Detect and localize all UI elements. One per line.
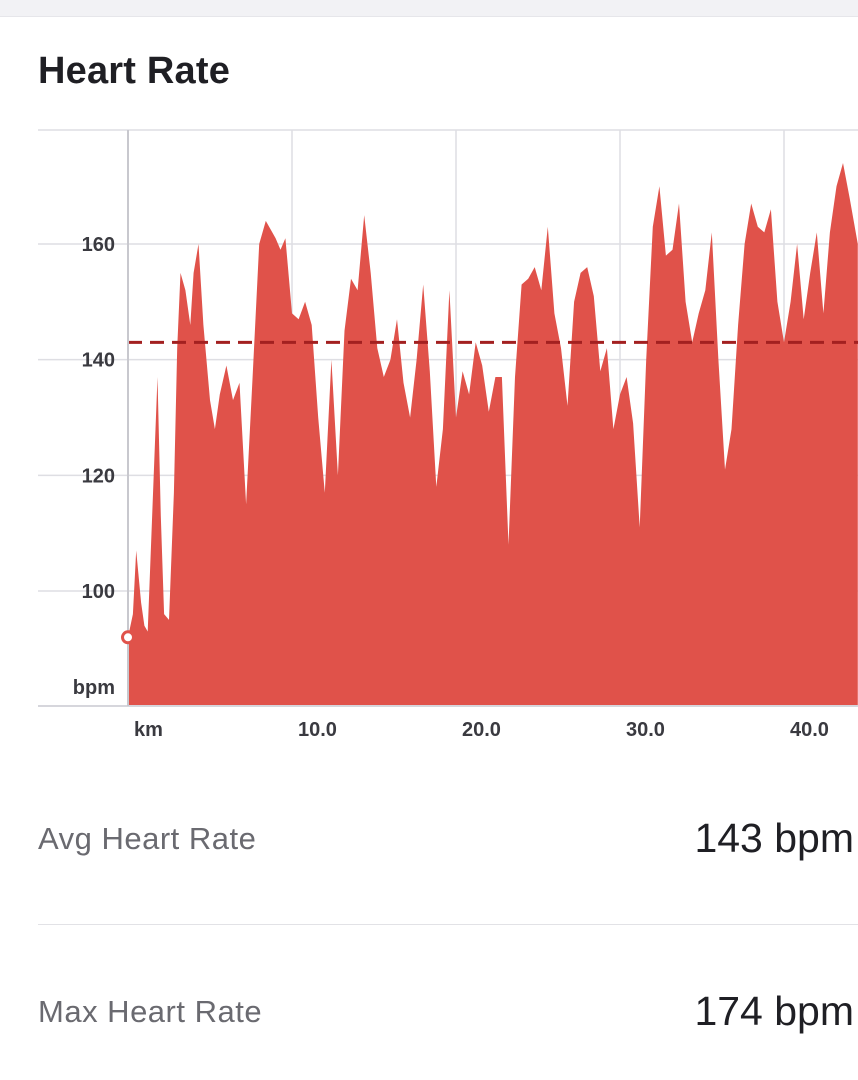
x-axis-unit-label: km [134,719,163,741]
y-tick-label-100: 100 [82,581,115,603]
chart-areas [128,163,858,706]
y-tick-label-160: 160 [82,234,115,256]
heart-rate-area [128,163,858,706]
chart-axes [38,130,858,707]
y-axis-unit-label: bpm [73,677,115,699]
divider [38,924,858,925]
x-tick-labels: km 10.0 20.0 30.0 40.0 [134,719,829,741]
avg-heart-rate-value: 143 bpm [694,815,854,861]
x-tick-label-10: 10.0 [298,719,337,741]
y-tick-label-120: 120 [82,465,115,487]
y-tick-label-140: 140 [82,350,115,372]
max-heart-rate-value: 174 bpm [694,988,854,1034]
heart-rate-chart[interactable]: 100 120 140 160 bpm km 10.0 20.0 30.0 40.0 [0,120,858,750]
top-bar [0,0,858,17]
x-tick-label-20: 20.0 [462,719,501,741]
y-tick-labels: 100 120 140 160 bpm [73,234,115,699]
x-tick-label-30: 30.0 [626,719,665,741]
max-heart-rate-label: Max Heart Rate [38,994,263,1029]
x-tick-label-40: 40.0 [790,719,829,741]
page-title: Heart Rate [38,50,231,92]
start-marker [121,630,135,645]
avg-heart-rate-label: Avg Heart Rate [38,821,257,856]
